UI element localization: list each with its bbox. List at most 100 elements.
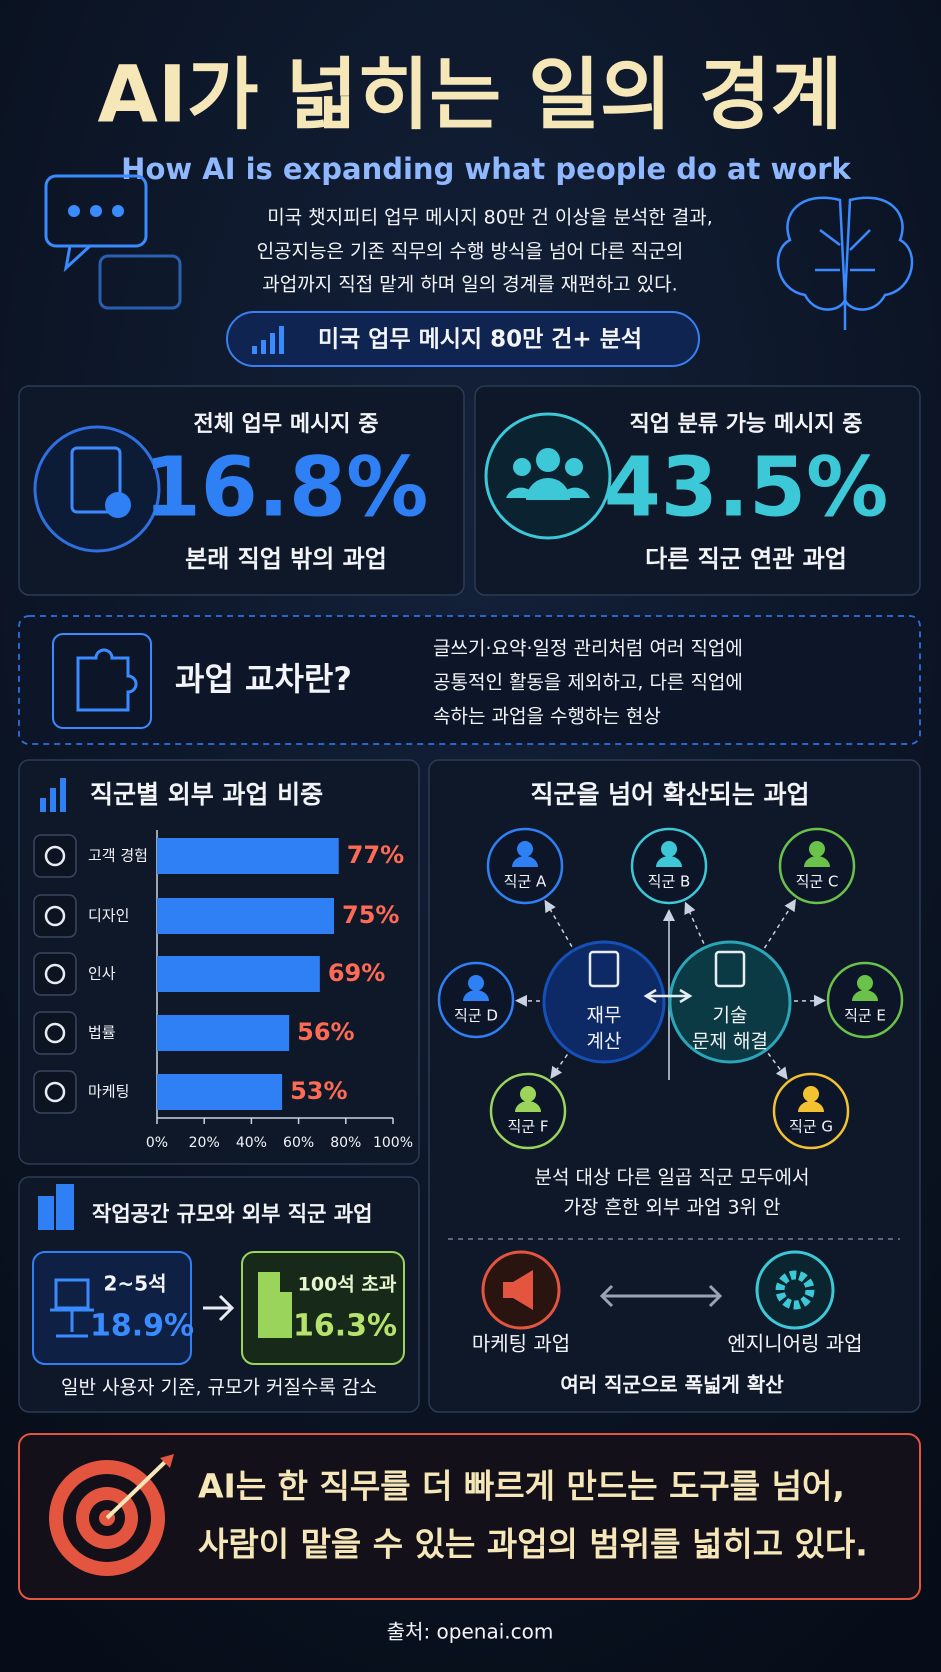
node-label: 직군 B [648, 873, 691, 891]
clipboard-icon [70, 446, 122, 514]
clipboard-icon [33, 425, 161, 553]
node-icon [517, 841, 533, 857]
x-tick-label: 40% [236, 1135, 267, 1151]
stat-label: 전체 업무 메시지 중 [194, 412, 379, 437]
category-icon [44, 1022, 66, 1044]
definition-line: 속하는 과업을 수행하는 현상 [433, 706, 661, 728]
people-icon [484, 412, 612, 540]
value-label: 69% [328, 959, 385, 987]
description-line: 인공지능은 기존 직무의 수행 방식을 넘어 다른 직군의 [257, 241, 684, 263]
category-icon [33, 894, 77, 938]
badge-text: 미국 업무 메시지 80만 건+ 분석 [318, 327, 642, 353]
subtitle: How AI is expanding what people do at wo… [121, 152, 851, 186]
connector [763, 898, 796, 949]
spread-caption: 여러 직군으로 폭넓게 확산 [560, 1373, 784, 1397]
category-icon [44, 1081, 66, 1103]
bar [157, 1074, 283, 1110]
category-icon [33, 834, 77, 878]
node-icon [857, 975, 873, 991]
building-icon [38, 1184, 74, 1230]
target-icon [49, 1454, 174, 1576]
double-arrow [599, 1284, 723, 1308]
node-icon [809, 841, 825, 857]
tower-icon [258, 1272, 292, 1338]
y-tick-label: 고객 경험 [88, 847, 148, 865]
people-icon [506, 448, 590, 500]
definition-line: 공통적인 활동을 제외하고, 다른 직업에 [433, 672, 743, 694]
chair-icon [50, 1278, 94, 1338]
category-icon [44, 845, 66, 867]
conclusion-line: 사람이 맡을 수 있는 과업의 범위를 넓히고 있다. [198, 1525, 868, 1564]
node-icon [852, 990, 878, 1001]
workspace-value: 16.3% [293, 1309, 397, 1344]
definition-title: 과업 교차란? [175, 660, 352, 698]
category-icon [33, 1070, 77, 1114]
node-label: 직군 D [454, 1007, 498, 1025]
connector [767, 1052, 788, 1080]
node-icon [512, 856, 538, 867]
definition-line: 글쓰기·요약·일정 관리처럼 여러 직업에 [433, 638, 743, 660]
diagram-title: 직군을 넘어 확산되는 과업 [530, 780, 809, 809]
x-tick-label: 20% [189, 1135, 220, 1151]
category-icon [33, 952, 77, 996]
bar [157, 956, 320, 992]
diagram-panel [428, 759, 921, 1413]
y-tick-label: 디자인 [88, 907, 129, 925]
bar [157, 838, 339, 874]
y-tick-label: 마케팅 [88, 1083, 129, 1101]
bar [157, 898, 334, 934]
value-label: 77% [347, 841, 404, 869]
stat-caption: 본래 직업 밖의 과업 [185, 545, 387, 573]
bar [157, 1015, 290, 1051]
node-label: 직군 A [504, 873, 547, 891]
connector [684, 901, 705, 944]
workspace-title: 작업공간 규모와 외부 직군 과업 [92, 1202, 372, 1226]
workspace-value: 18.9% [90, 1309, 194, 1344]
node-label: 직군 E [844, 1007, 886, 1025]
node-icon [520, 1086, 536, 1102]
category-icon [44, 905, 66, 927]
y-tick-label: 법률 [88, 1024, 116, 1042]
diagram-caption: 가장 흔한 외부 과업 3위 안 [563, 1197, 780, 1219]
node-icon [803, 1086, 819, 1102]
diagram-caption: 분석 대상 다른 일곱 직군 모두에서 [535, 1167, 810, 1189]
source: 출처: openai.com [387, 1620, 554, 1644]
x-tick-label: 100% [373, 1135, 413, 1151]
puzzle-icon [76, 648, 138, 712]
node-icon [515, 1101, 541, 1112]
workspace-label: 2~5석 [104, 1272, 167, 1296]
brain-icon [776, 196, 914, 330]
node-label: 직군 G [789, 1118, 833, 1136]
value-label: 56% [297, 1018, 354, 1046]
description-line: 과업까지 직접 맡게 하며 일의 경계를 재편하고 있다. [262, 274, 677, 296]
category-icon [33, 1011, 77, 1055]
connector [544, 899, 573, 948]
value-label: 53% [290, 1077, 347, 1105]
node-icon [463, 990, 489, 1001]
title: AI가 넓히는 일의 경계 [98, 50, 843, 140]
chat-icon [44, 174, 182, 310]
value-label: 75% [342, 901, 399, 929]
puzzle-icon [52, 633, 152, 729]
arrow [203, 1294, 235, 1322]
spread-label: 엔지니어링 과업 [727, 1332, 862, 1356]
stat-value: 16.8% [144, 440, 428, 535]
node-label: 직군 C [796, 873, 839, 891]
stat-caption: 다른 직군 연관 과업 [645, 545, 847, 573]
node-icon [656, 856, 682, 867]
definition-box [18, 615, 921, 745]
node-icon [661, 841, 677, 857]
gear-icon [775, 1270, 815, 1310]
double-arrow [643, 988, 693, 1004]
node-label: 직군 F [508, 1118, 549, 1136]
hub-label: 기술 [713, 1005, 748, 1027]
megaphone-icon [503, 1270, 533, 1310]
node-icon [804, 856, 830, 867]
x-tick-label: 0% [146, 1135, 168, 1151]
x-tick-label: 60% [283, 1135, 314, 1151]
chart-icon [40, 778, 66, 812]
node-icon [798, 1101, 824, 1112]
workspace-label: 100석 초과 [298, 1274, 397, 1296]
